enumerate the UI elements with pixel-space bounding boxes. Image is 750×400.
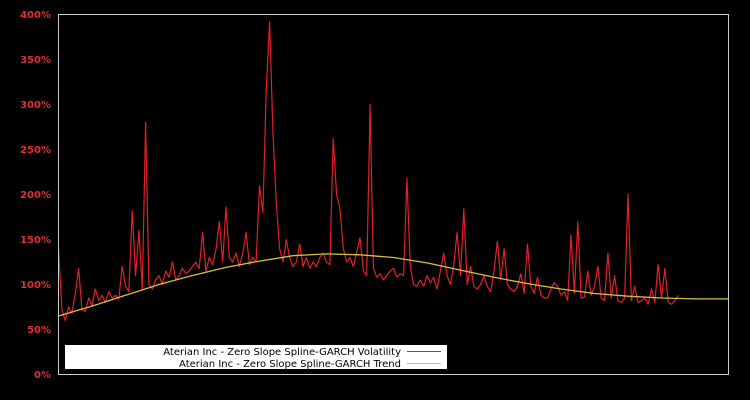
plot-area <box>57 21 729 322</box>
y-tick-label: 100% <box>20 280 51 291</box>
legend-label-volatility: Aterian Inc - Zero Slope Spline-GARCH Vo… <box>163 347 401 358</box>
y-tick-label: 400% <box>20 10 51 21</box>
y-tick-label: 0% <box>34 370 51 381</box>
volatility-line <box>57 21 679 322</box>
y-tick-label: 200% <box>20 190 51 201</box>
y-tick-label: 250% <box>20 145 51 156</box>
y-tick-label: 300% <box>20 100 51 111</box>
y-tick-label: 50% <box>27 325 51 336</box>
plot-frame <box>58 14 729 375</box>
y-axis: 0% 50% 100% 150% 200% 250% 300% 350% 400% <box>20 10 51 381</box>
y-tick-label: 350% <box>20 55 51 66</box>
legend-label-trend: Aterian Inc - Zero Slope Spline-GARCH Tr… <box>179 359 401 370</box>
trend-line <box>58 253 729 317</box>
legend-box <box>65 345 447 369</box>
legend: Aterian Inc - Zero Slope Spline-GARCH Vo… <box>65 345 447 370</box>
y-tick-label: 150% <box>20 235 51 246</box>
